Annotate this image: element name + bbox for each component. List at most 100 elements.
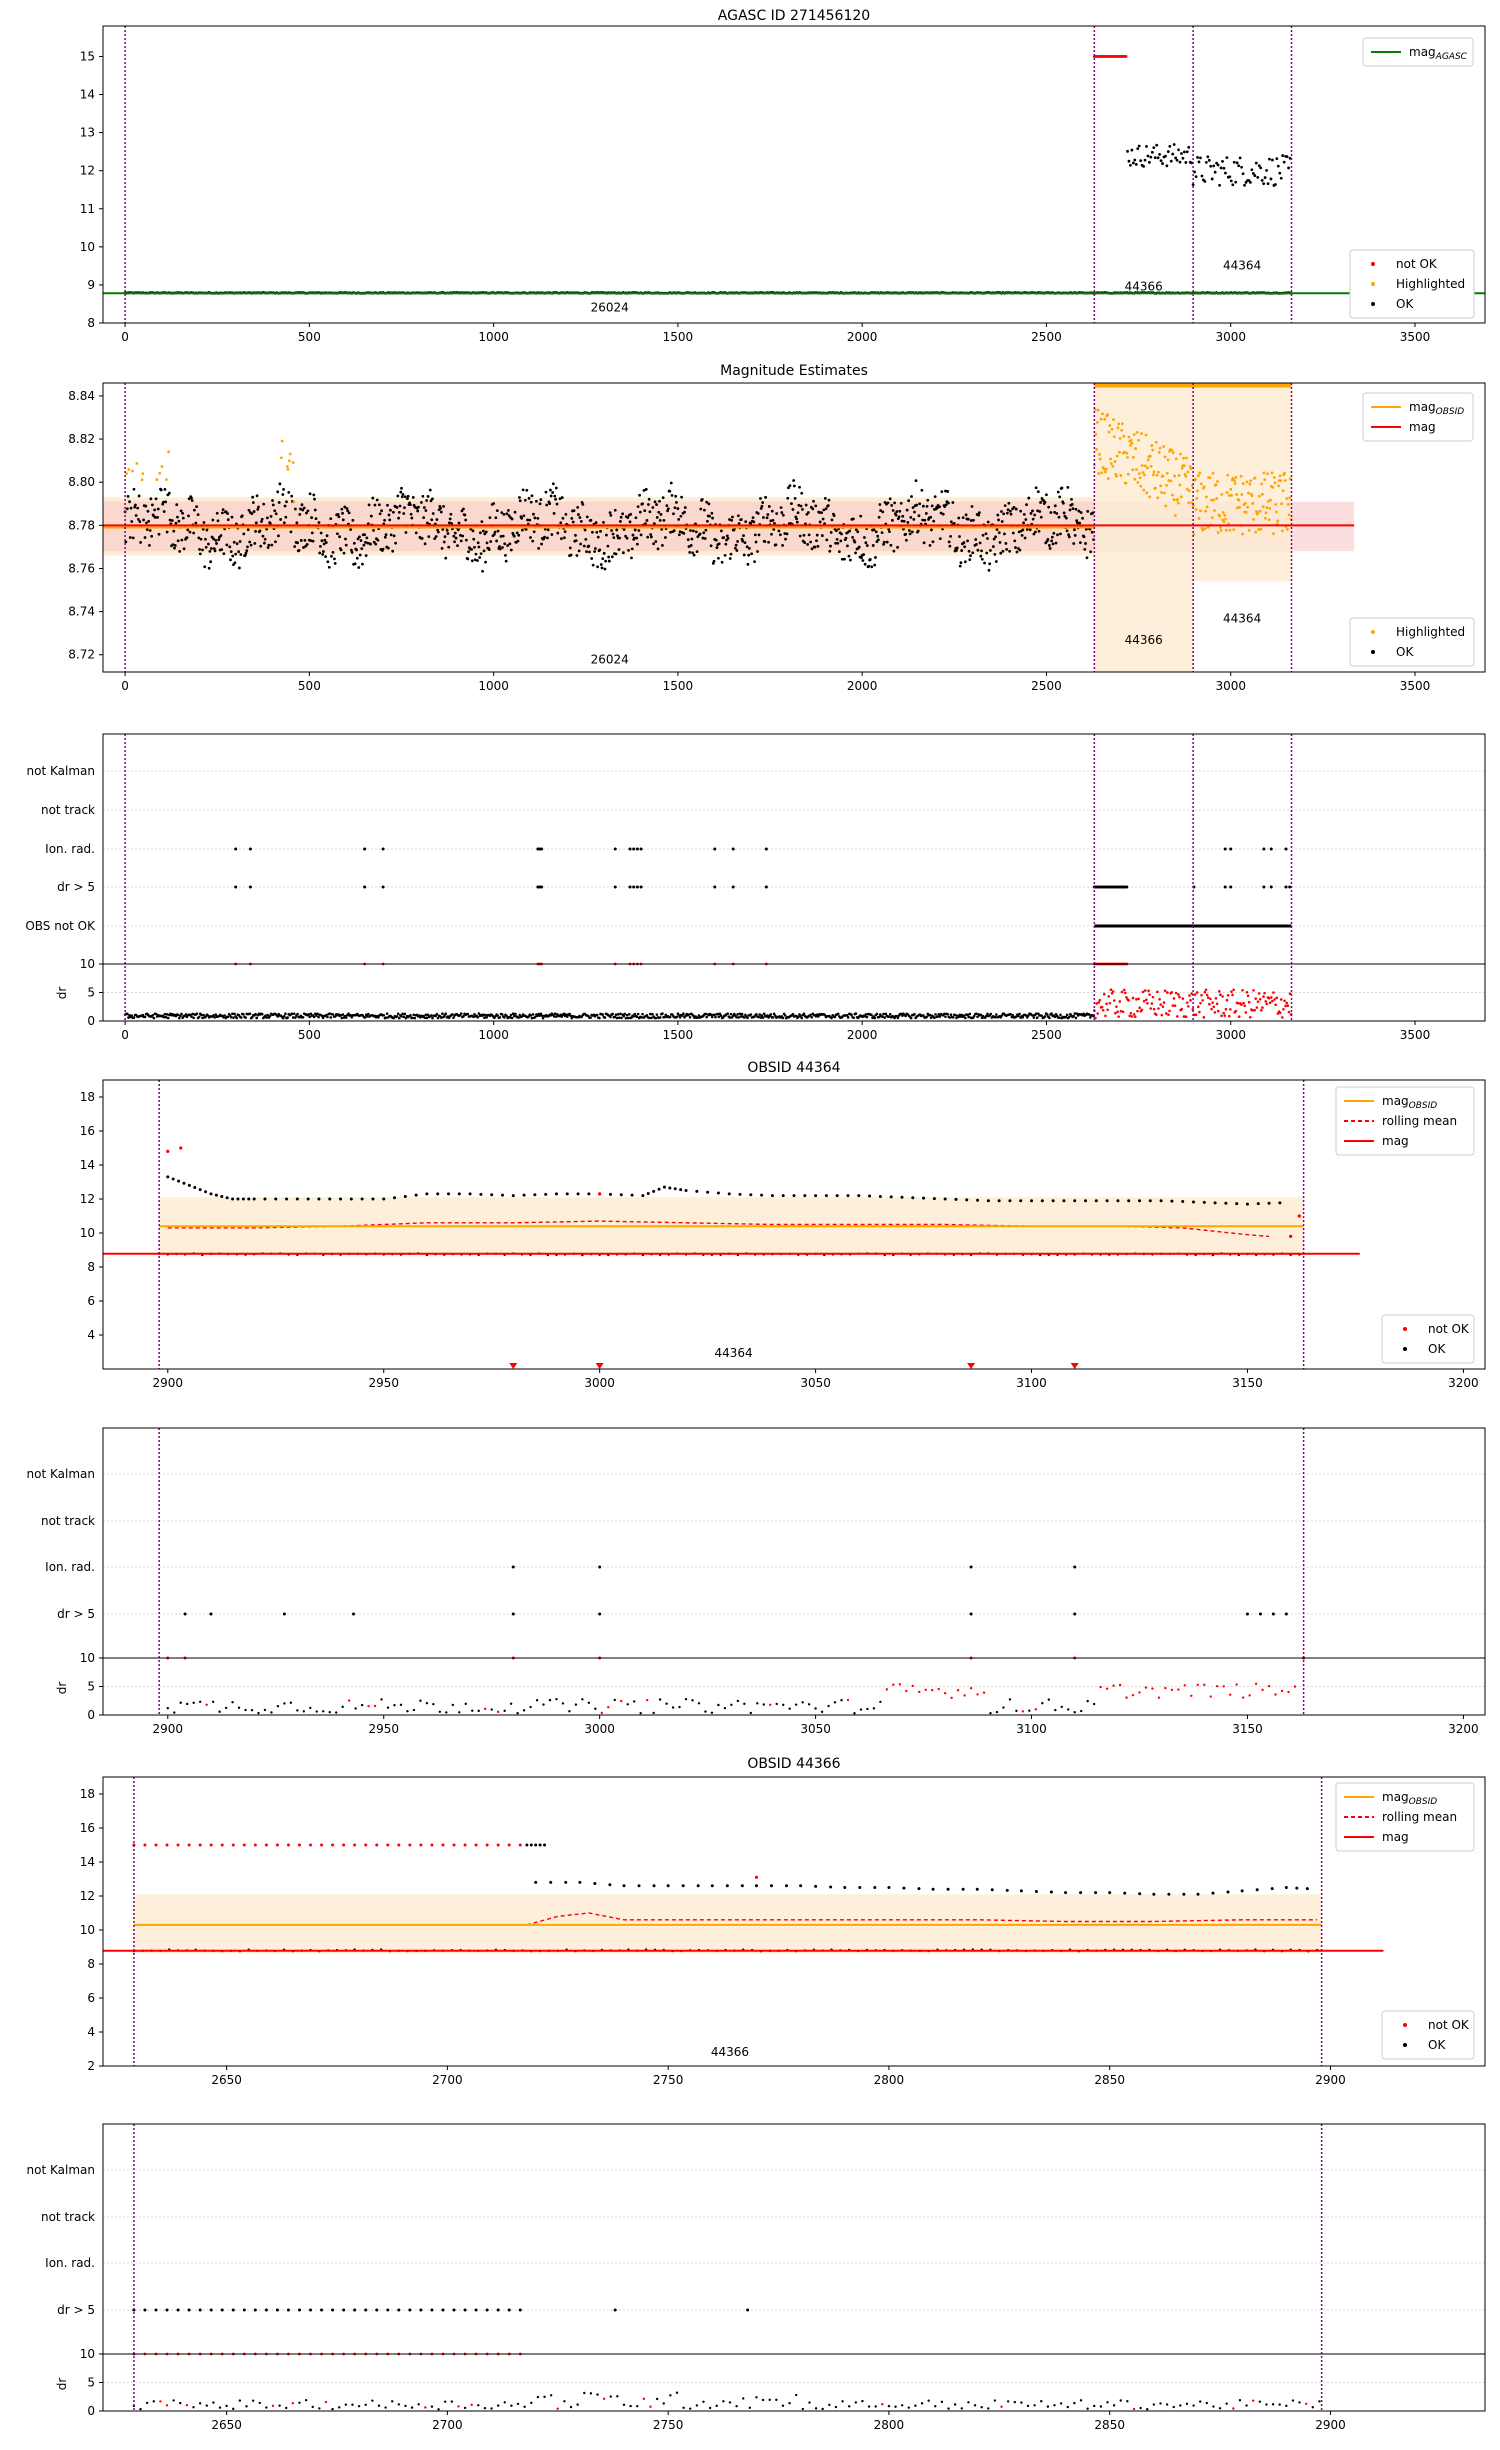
flag-mark bbox=[540, 885, 544, 889]
data-point bbox=[752, 520, 756, 524]
p1b-legend-label: not OK bbox=[1396, 257, 1438, 271]
data-point bbox=[148, 543, 151, 547]
data-point bbox=[1210, 498, 1213, 502]
data-point bbox=[1127, 435, 1131, 439]
data-point bbox=[429, 499, 433, 503]
data-point bbox=[1184, 161, 1188, 164]
data-point bbox=[874, 556, 877, 559]
data-point bbox=[1268, 157, 1271, 161]
offscale-marker bbox=[967, 1363, 976, 1369]
data-point bbox=[796, 511, 800, 515]
data-point bbox=[611, 532, 615, 536]
data-point bbox=[603, 567, 607, 571]
flag-mark bbox=[598, 1565, 602, 1569]
data-point bbox=[1079, 1891, 1083, 1895]
flag-mark bbox=[540, 847, 544, 851]
dr-point bbox=[425, 1016, 429, 1020]
data-point bbox=[1060, 486, 1064, 490]
data-point bbox=[448, 521, 451, 525]
dr-point bbox=[622, 1014, 626, 1018]
dr-point bbox=[1109, 988, 1113, 992]
data-point bbox=[1179, 495, 1183, 499]
data-point bbox=[212, 547, 216, 551]
p6-legend-label: mag bbox=[1382, 1830, 1409, 1844]
dr-point bbox=[541, 1016, 545, 1020]
dr-point bbox=[1170, 991, 1174, 994]
dr-point bbox=[1009, 1013, 1012, 1016]
data-point bbox=[298, 513, 302, 516]
dr-point bbox=[934, 2405, 937, 2408]
data-point bbox=[1154, 486, 1157, 490]
data-point bbox=[473, 558, 477, 562]
dr-point bbox=[1251, 1009, 1254, 1012]
data-point bbox=[594, 521, 598, 524]
data-point bbox=[812, 499, 815, 503]
data-point bbox=[197, 536, 201, 540]
data-point bbox=[798, 534, 802, 538]
dr-point bbox=[400, 1014, 403, 1018]
data-point bbox=[692, 553, 696, 557]
data-point bbox=[254, 521, 258, 525]
data-point bbox=[318, 551, 322, 555]
p2-legend-sub: OBSID bbox=[1436, 407, 1465, 417]
dr-point bbox=[1046, 2405, 1050, 2408]
data-point bbox=[738, 1192, 742, 1196]
dr-point bbox=[695, 2404, 699, 2407]
data-point bbox=[392, 510, 395, 514]
data-point bbox=[198, 1843, 202, 1847]
dr-point bbox=[326, 1015, 329, 1019]
data-point bbox=[527, 496, 531, 500]
dr-point bbox=[760, 1014, 764, 1017]
dr-point bbox=[296, 1012, 299, 1016]
data-point bbox=[555, 502, 559, 506]
dr-point bbox=[235, 1016, 239, 1020]
data-point bbox=[263, 537, 267, 541]
data-point bbox=[285, 500, 288, 504]
data-point bbox=[1224, 171, 1227, 175]
data-point bbox=[1120, 428, 1124, 432]
data-point bbox=[143, 1843, 147, 1847]
data-point bbox=[787, 486, 790, 490]
data-point bbox=[1062, 511, 1066, 515]
dr-point bbox=[937, 1687, 940, 1691]
data-point bbox=[600, 566, 604, 570]
data-point bbox=[339, 548, 343, 552]
data-point bbox=[918, 502, 922, 506]
data-point bbox=[941, 512, 945, 516]
data-point bbox=[387, 513, 391, 517]
data-point bbox=[506, 509, 510, 512]
dr-point bbox=[892, 1683, 895, 1686]
data-point bbox=[851, 517, 855, 521]
p3-xtick-label: 0 bbox=[121, 1028, 129, 1042]
data-point bbox=[1193, 170, 1196, 174]
data-point bbox=[872, 528, 876, 532]
data-point bbox=[577, 513, 580, 516]
data-point bbox=[1052, 531, 1056, 535]
data-point bbox=[371, 496, 375, 500]
data-point bbox=[518, 499, 522, 503]
data-point bbox=[631, 533, 635, 537]
data-point bbox=[1089, 550, 1093, 554]
data-point bbox=[691, 551, 695, 555]
dr-point bbox=[265, 2406, 268, 2409]
data-point bbox=[1045, 493, 1048, 497]
p4-ytick-label: 18 bbox=[80, 1090, 95, 1104]
data-point bbox=[319, 531, 323, 535]
data-point bbox=[1014, 507, 1018, 511]
p4-xtick-label: 3150 bbox=[1232, 1376, 1263, 1390]
data-point bbox=[1039, 515, 1043, 519]
data-point bbox=[554, 486, 558, 490]
data-point bbox=[245, 549, 249, 553]
dr-point bbox=[715, 2404, 718, 2408]
data-point bbox=[444, 556, 448, 560]
data-point bbox=[797, 503, 801, 507]
dr-point bbox=[881, 2403, 884, 2406]
dr-point bbox=[560, 1015, 564, 1018]
dr-point bbox=[1271, 2403, 1275, 2406]
data-point bbox=[963, 545, 967, 549]
data-point bbox=[913, 510, 916, 514]
data-point bbox=[439, 510, 443, 514]
dr-point bbox=[833, 1015, 837, 1019]
data-point bbox=[483, 532, 487, 536]
dr-point bbox=[1099, 2405, 1103, 2408]
